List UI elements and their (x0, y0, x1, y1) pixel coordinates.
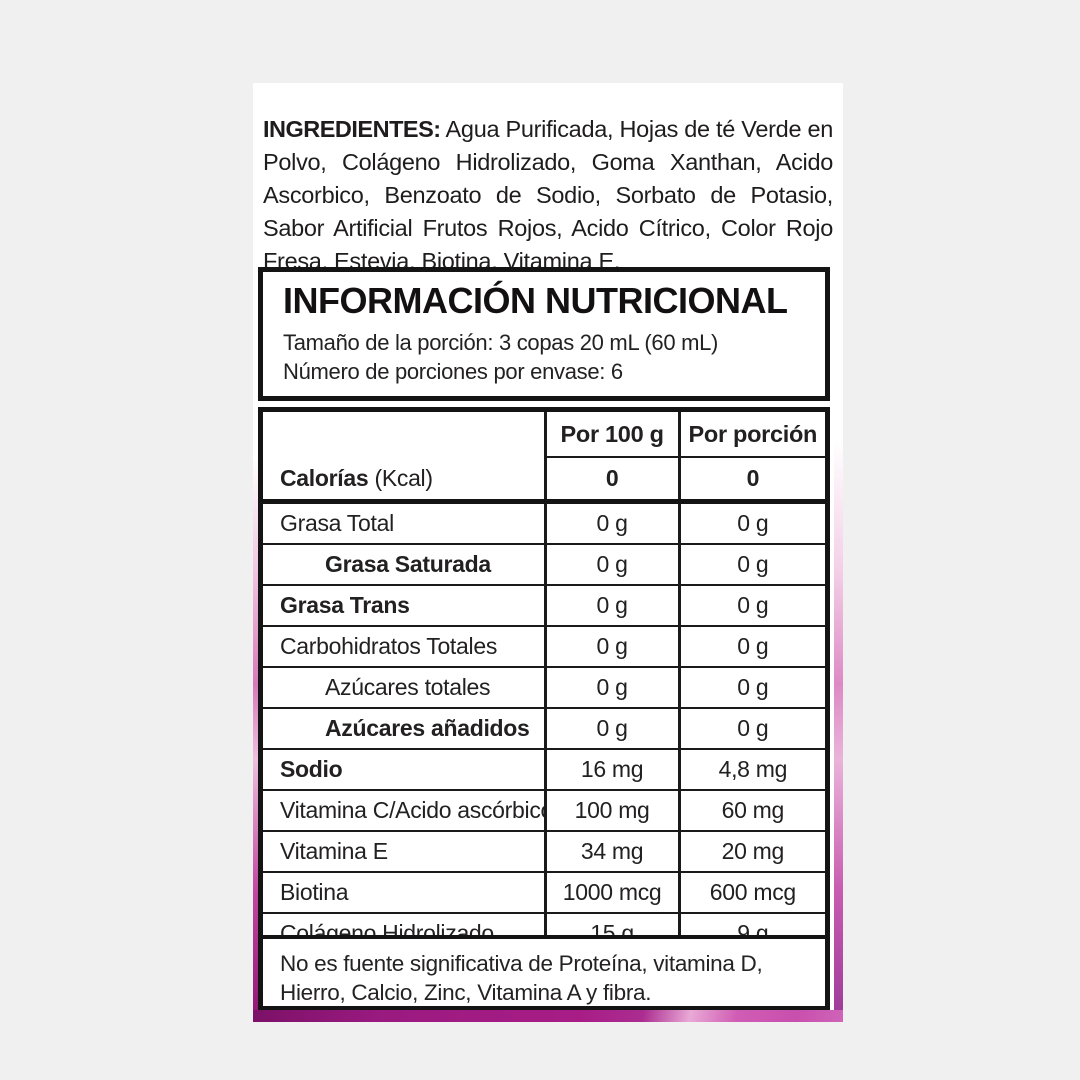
serving-size-line: Tamaño de la porción: 3 copas 20 mL (60 … (283, 330, 719, 355)
nutrition-header-box: INFORMACIÓN NUTRICIONAL Tamaño de la por… (258, 267, 830, 401)
ingredients-label: INGREDIENTES: (263, 115, 441, 142)
table-row: Biotina 1000 mcg 600 mcg (259, 871, 830, 914)
nutrient-per-100g: 0 g (543, 543, 681, 586)
nutrient-label: Carbohidratos Totales (259, 625, 547, 668)
nutrient-label: Grasa Saturada (259, 543, 547, 586)
nutrient-per-100g: 100 mg (543, 789, 681, 832)
nutrient-per-serving: 0 g (677, 543, 830, 586)
calories-label: Calorías (280, 464, 369, 491)
label-left-pink-edge (253, 83, 260, 1022)
footnote-line-1: No es fuente significativa de Proteína, … (280, 951, 763, 976)
nutrient-per-serving: 0 g (677, 584, 830, 627)
label-right-pink-edge (834, 83, 843, 1022)
column-header-per-serving: Por porción (677, 408, 830, 458)
calories-label-cell: Calorías (Kcal) (259, 457, 547, 504)
nutrition-title: INFORMACIÓN NUTRICIONAL (283, 280, 788, 321)
table-row: Grasa Total 0 g 0 g (259, 500, 830, 545)
footnote-line-2: Hierro, Calcio, Zinc, Vitamina A y fibra… (280, 980, 652, 1005)
nutrient-label: Vitamina C/Acido ascórbico (259, 789, 547, 832)
empty-corner-cell (259, 408, 547, 457)
table-row: Grasa Trans 0 g 0 g (259, 584, 830, 627)
nutrient-per-100g: 0 g (543, 707, 681, 750)
nutrient-per-serving: 0 g (677, 707, 830, 750)
column-header-per-100g: Por 100 g (543, 408, 681, 458)
nutrient-per-serving: 20 mg (677, 830, 830, 873)
nutrition-label-panel: INGREDIENTES: Agua Purificada, Hojas de … (253, 83, 843, 1022)
table-row: Sodio 16 mg 4,8 mg (259, 748, 830, 791)
nutrition-facts-table: Por 100 g Por porción Calorías (Kcal) 0 … (258, 407, 830, 958)
ingredients-text: Agua Purificada, Hojas de té Verde en Po… (263, 115, 833, 274)
nutrient-per-100g: 1000 mcg (543, 871, 681, 914)
nutrient-label: Grasa Trans (259, 584, 547, 627)
nutrient-label: Sodio (259, 748, 547, 791)
magenta-accent-strip (253, 1010, 843, 1022)
nutrient-label: Grasa Total (259, 500, 547, 545)
calories-unit: (Kcal) (368, 464, 433, 491)
table-row: Grasa Saturada 0 g 0 g (259, 543, 830, 586)
calories-per-100g: 0 (543, 456, 681, 504)
table-row: Vitamina C/Acido ascórbico 100 mg 60 mg (259, 789, 830, 832)
nutrient-per-100g: 0 g (543, 625, 681, 668)
nutrient-label: Azúcares totales (259, 666, 547, 709)
nutrient-per-serving: 4,8 mg (677, 748, 830, 791)
nutrient-label: Azúcares añadidos (259, 707, 547, 750)
nutrient-per-serving: 0 g (677, 625, 830, 668)
nutrient-label: Biotina (259, 871, 547, 914)
calories-row: Calorías (Kcal) 0 0 (259, 456, 830, 504)
table-row: Carbohidratos Totales 0 g 0 g (259, 625, 830, 668)
nutrient-per-100g: 34 mg (543, 830, 681, 873)
nutrient-per-serving: 0 g (677, 666, 830, 709)
table-column-header-row: Por 100 g Por porción (259, 408, 830, 458)
nutrient-per-100g: 0 g (543, 500, 681, 545)
footnote-box: No es fuente significativa de Proteína, … (258, 935, 830, 1011)
ingredients-paragraph: INGREDIENTES: Agua Purificada, Hojas de … (263, 113, 833, 278)
nutrient-per-serving: 600 mcg (677, 871, 830, 914)
table-row: Azúcares añadidos 0 g 0 g (259, 707, 830, 750)
nutrient-per-serving: 60 mg (677, 789, 830, 832)
nutrient-per-100g: 0 g (543, 666, 681, 709)
table-row: Vitamina E 34 mg 20 mg (259, 830, 830, 873)
servings-per-container-line: Número de porciones por envase: 6 (283, 359, 623, 384)
nutrient-per-100g: 0 g (543, 584, 681, 627)
nutrient-per-100g: 16 mg (543, 748, 681, 791)
table-row: Azúcares totales 0 g 0 g (259, 666, 830, 709)
nutrient-label: Vitamina E (259, 830, 547, 873)
nutrient-per-serving: 0 g (677, 500, 830, 545)
calories-per-serving: 0 (677, 456, 830, 504)
